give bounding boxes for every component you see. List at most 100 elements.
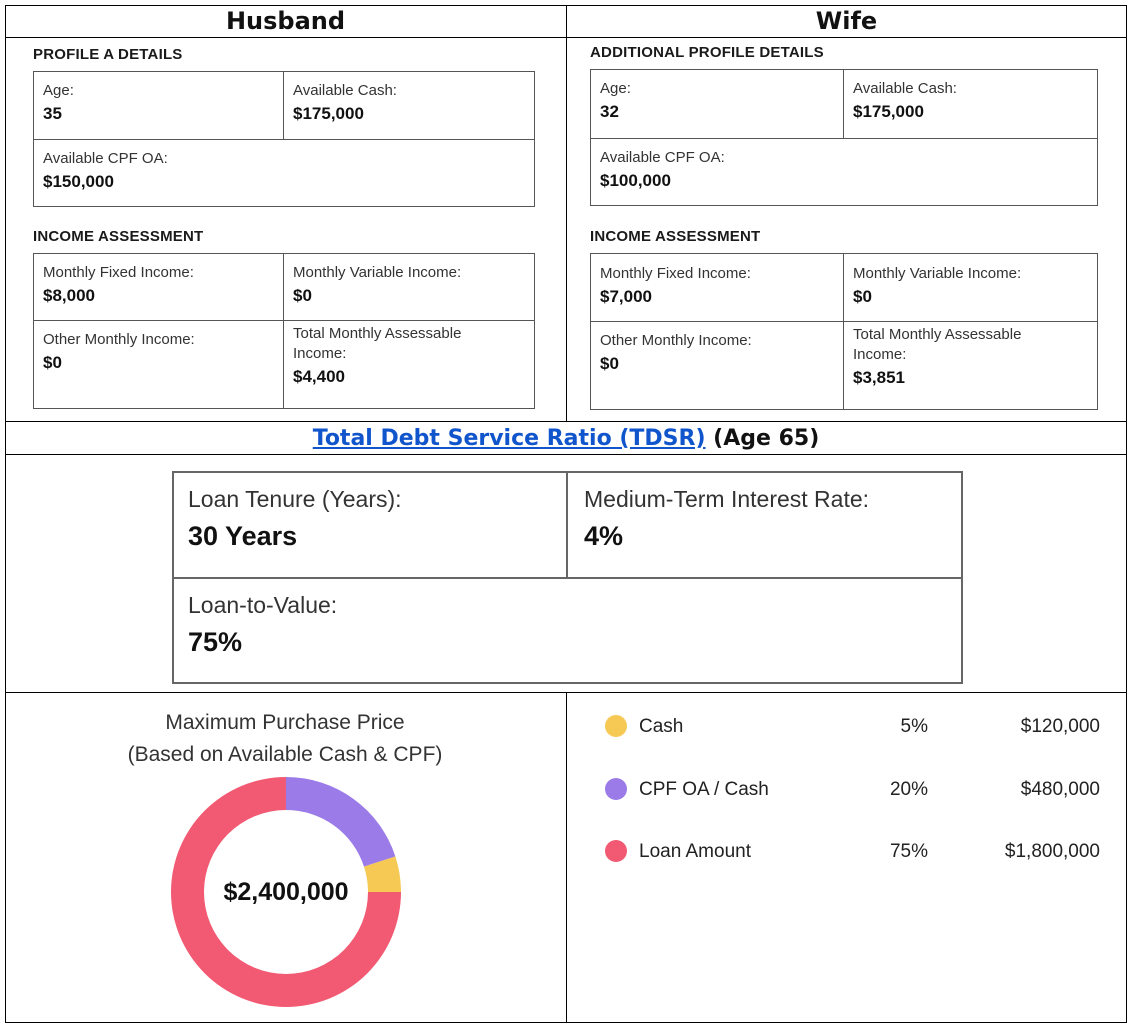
husband-age-label: Age: [43,82,74,99]
husband-total-cell: Total Monthly Assessable Income: $4,400 [283,320,535,398]
interest-rate-cell: Medium-Term Interest Rate: 4% [568,484,961,558]
legend-cpf-amount: $480,000 [1020,779,1100,800]
wife-other-value: $0 [600,354,619,373]
divider [566,5,567,421]
husband-cash-value: $175,000 [293,104,364,123]
tdsr-heading: Total Debt Service Ratio (TDSR) (Age 65) [5,422,1127,455]
wife-cash-cell: Available Cash: $175,000 [843,71,1098,133]
loan-legend-dot [605,840,627,862]
husband-cpf-cell: Available CPF OA: $150,000 [33,141,535,203]
cell-divider [566,471,568,577]
ltv-value: 75% [188,627,243,657]
husband-cpf-label: Available CPF OA: [43,150,168,167]
husband-fixed-cell: Monthly Fixed Income: $8,000 [33,255,283,317]
husband-cash-label: Available Cash: [293,82,397,99]
husband-age-value: 35 [43,104,62,123]
legend-row-loan: Loan Amount 75% $1,800,000 [605,838,1100,868]
husband-age-cell: Age: 35 [33,73,283,135]
loan-tenure-label: Loan Tenure (Years): [188,486,402,512]
legend-cash-amount: $120,000 [1020,716,1100,737]
husband-fixed-label: Monthly Fixed Income: [43,264,194,281]
legend-cpf-pct: 20% [889,779,928,800]
legend-cash-name: Cash [639,716,684,737]
husband-other-cell: Other Monthly Income: $0 [33,322,283,384]
purchase-total: $2,400,000 [223,878,349,906]
husband-variable-label: Monthly Variable Income: [293,264,462,281]
wife-age-cell: Age: 32 [590,71,843,133]
legend-cpf-name: CPF OA / Cash [639,779,769,800]
wife-variable-value: $0 [853,287,872,306]
husband-cash-cell: Available Cash: $175,000 [283,73,535,135]
loan-tenure-cell: Loan Tenure (Years): 30 Years [174,484,566,558]
divider [5,421,1127,422]
cell-divider [33,139,535,140]
husband-income-box [33,253,535,409]
wife-variable-cell: Monthly Variable Income: $0 [843,256,1098,318]
purchase-donut-chart [171,777,401,1007]
loan-tenure-value: 30 Years [188,521,298,551]
legend-cash-pct: 5% [900,716,928,737]
husband-other-label: Other Monthly Income: [43,331,195,348]
tdsr-link[interactable]: Total Debt Service Ratio (TDSR) [312,426,706,451]
husband-profile-title: PROFILE A DETAILS [33,46,183,63]
legend-row-cash: Cash 5% $120,000 [605,713,1100,743]
husband-header: Husband [225,7,346,35]
wife-variable-label: Monthly Variable Income: [853,265,1022,282]
wife-income-box [590,253,1098,410]
purchase-subtitle: (Based on Available Cash & CPF) [127,743,443,766]
cell-divider [283,71,284,139]
wife-cpf-cell: Available CPF OA: $100,000 [590,140,1098,202]
tdsr-suffix: (Age 65) [705,426,820,451]
wife-fixed-cell: Monthly Fixed Income: $7,000 [590,256,843,318]
husband-variable-value: $0 [293,286,312,305]
cash-legend-dot [605,715,627,737]
wife-other-cell: Other Monthly Income: $0 [590,323,843,385]
wife-total-cell: Total Monthly Assessable Income: $3,851 [843,321,1098,399]
legend-loan-pct: 75% [889,841,928,862]
wife-age-value: 32 [600,102,619,121]
divider [566,692,567,1023]
cell-divider [172,577,963,579]
legend-loan-name: Loan Amount [639,841,751,862]
interest-rate-value: 4% [584,521,624,551]
divider [5,454,1127,455]
cpf-slice [286,777,396,867]
wife-income-title: INCOME ASSESSMENT [590,228,761,245]
legend-row-cpf: CPF OA / Cash 20% $480,000 [605,776,1100,806]
cell-divider [843,253,844,410]
interest-rate-label: Medium-Term Interest Rate: [584,486,870,512]
wife-total-value: $3,851 [853,368,905,387]
ltv-label: Loan-to-Value: [188,592,338,618]
cell-divider [590,138,1098,139]
purchase-title: Maximum Purchase Price [165,711,405,734]
wife-total-label-2: Income: [853,346,907,363]
wife-cash-value: $175,000 [853,102,924,121]
husband-other-value: $0 [43,353,62,372]
husband-variable-cell: Monthly Variable Income: $0 [283,255,535,317]
wife-header: Wife [815,7,878,35]
husband-total-label: Total Monthly Assessable [293,325,462,342]
cell-divider [283,253,284,409]
husband-total-label-2: Income: [293,345,347,362]
wife-cpf-label: Available CPF OA: [600,149,725,166]
cell-divider [590,321,1098,322]
wife-profile-title: ADDITIONAL PROFILE DETAILS [590,44,824,61]
wife-total-label: Total Monthly Assessable [853,326,1022,343]
wife-other-label: Other Monthly Income: [600,332,752,349]
cpf-legend-dot [605,778,627,800]
husband-fixed-value: $8,000 [43,286,95,305]
husband-cpf-value: $150,000 [43,172,114,191]
wife-profile-box [590,69,1098,206]
wife-fixed-value: $7,000 [600,287,652,306]
wife-age-label: Age: [600,80,631,97]
husband-income-title: INCOME ASSESSMENT [33,228,204,245]
legend-loan-amount: $1,800,000 [1004,841,1100,862]
cell-divider [33,320,535,321]
husband-total-value: $4,400 [293,367,345,386]
wife-fixed-label: Monthly Fixed Income: [600,265,751,282]
wife-cash-label: Available Cash: [853,80,957,97]
cash-slice [363,856,401,892]
ltv-cell: Loan-to-Value: 75% [174,590,961,664]
cell-divider [843,69,844,138]
wife-cpf-value: $100,000 [600,171,671,190]
